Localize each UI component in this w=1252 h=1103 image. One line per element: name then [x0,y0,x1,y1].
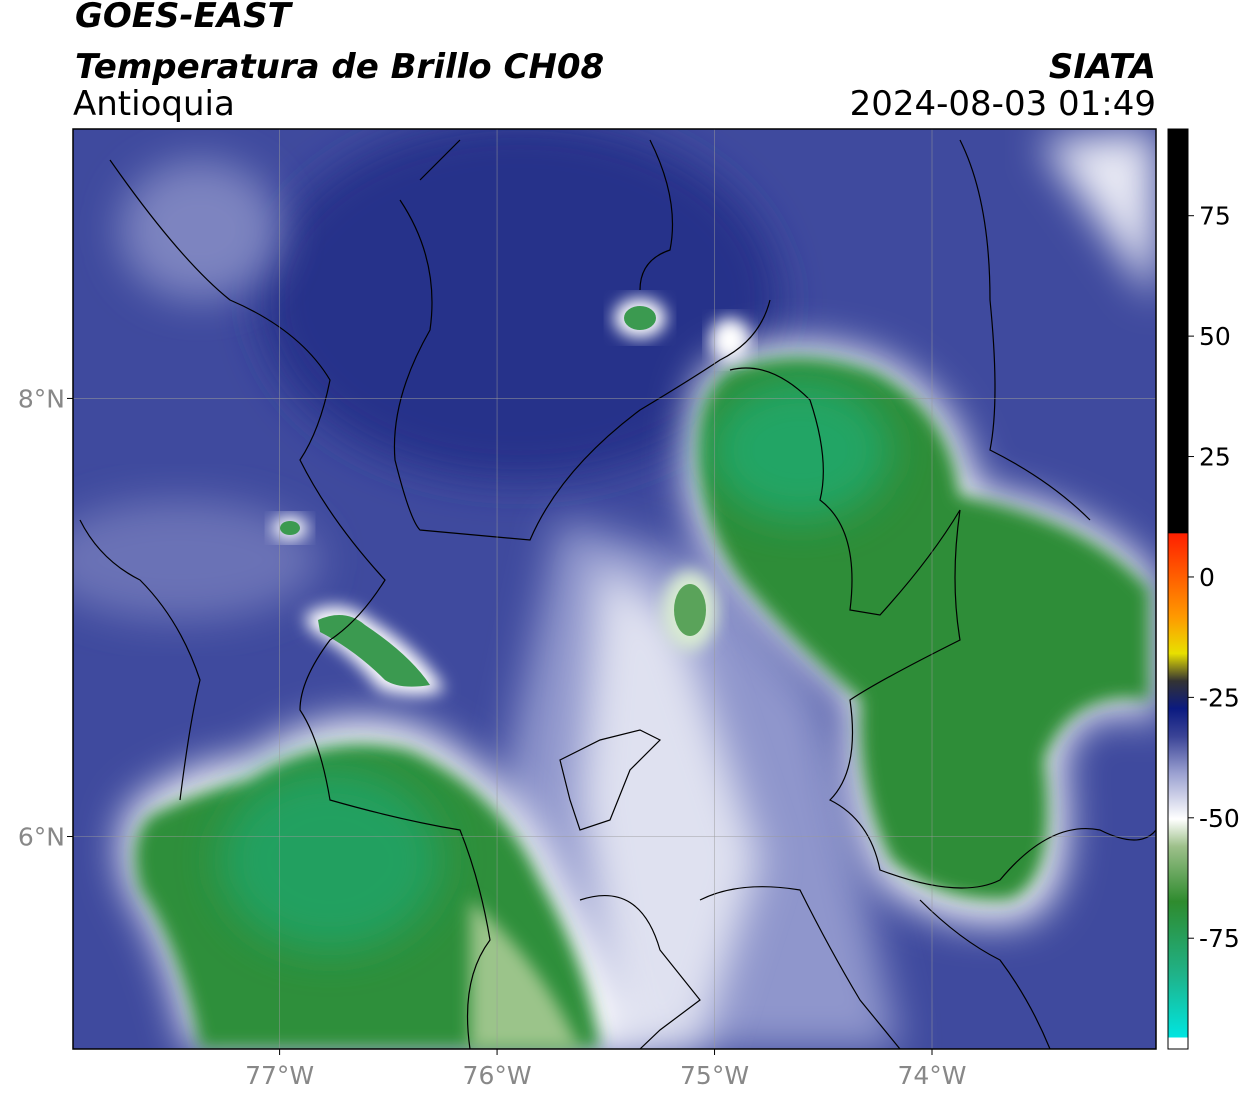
source-label: SIATA [1049,47,1156,87]
colorbar-tick-label: -25 [1199,683,1240,712]
colorbar-tick-label: -75 [1199,924,1240,953]
colorbar-tick-label: 0 [1199,563,1215,592]
colorbar-tick-label: 75 [1199,202,1231,231]
colorbar-tick-label: -50 [1199,804,1240,833]
colorbar-tick-label: 25 [1199,443,1231,472]
lon-tick-label: 76°W [463,1061,532,1090]
satellite-title: GOES-EAST [75,0,294,36]
lon-tick-label: 74°W [897,1061,966,1090]
region-label: Antioquia [73,84,235,124]
lat-tick-label: 6°N [18,823,65,852]
colorbar-tick-label: 50 [1199,322,1231,351]
lat-tick-label: 8°N [18,384,65,413]
colorbar [1167,128,1189,1050]
datetime-label: 2024-08-03 01:49 [850,84,1156,124]
lon-tick-label: 75°W [680,1061,749,1090]
graticule: 77°W 76°W 75°W 74°W 8°N 6°N [18,129,1156,1090]
lon-tick-label: 77°W [245,1061,314,1090]
product-title: Temperatura de Brillo CH08 [75,47,604,87]
map-imagery [73,129,1156,1049]
map-frame [72,128,1157,1050]
colorbar-ticks: 75 50 25 0 -25 -50 -75 [1188,202,1240,953]
